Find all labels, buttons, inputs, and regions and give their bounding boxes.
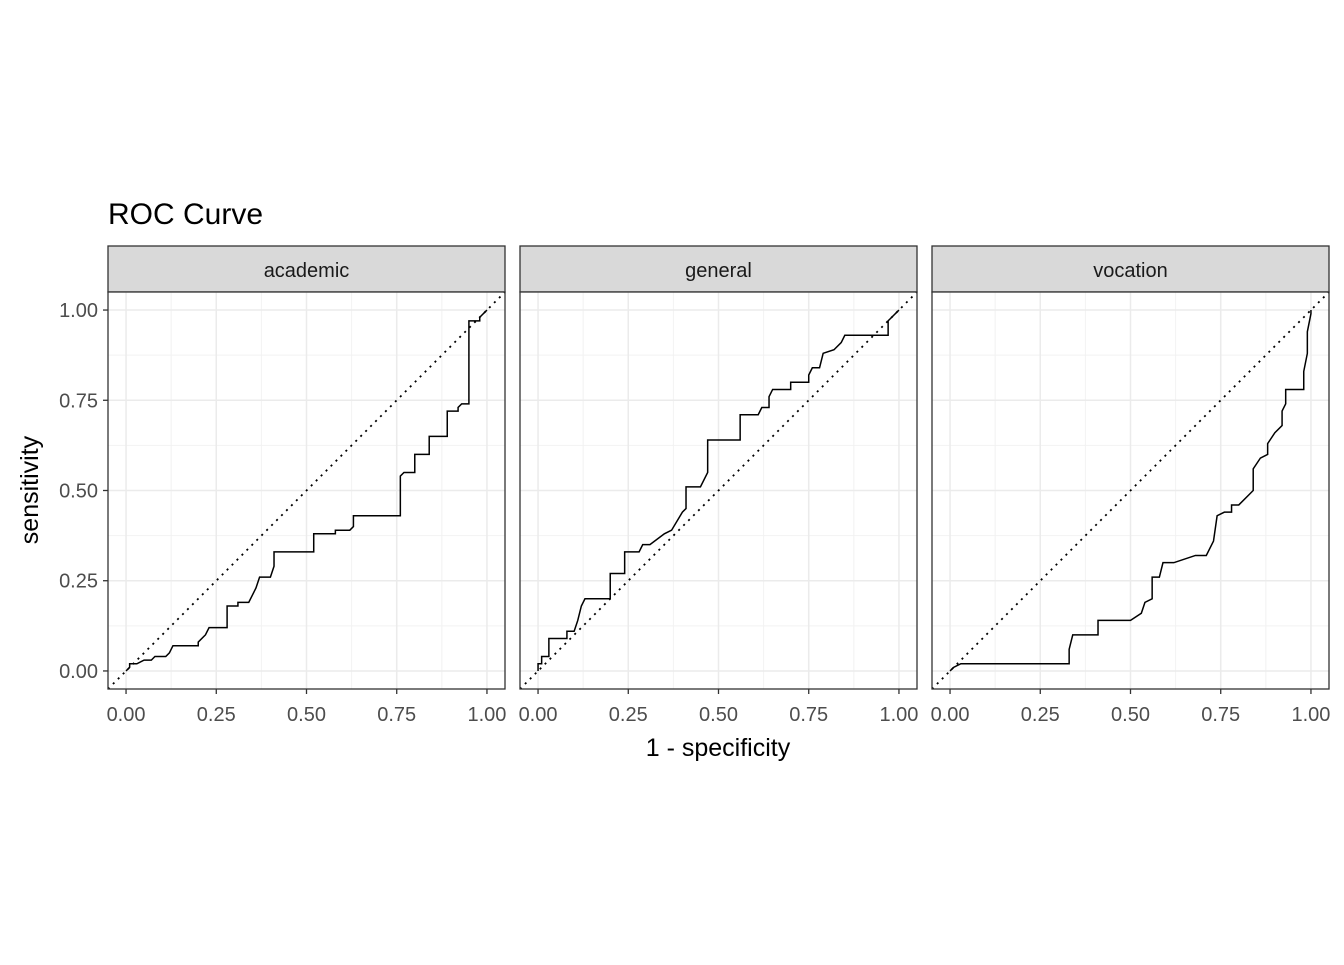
- x-tick-label: 1.00: [1291, 704, 1330, 726]
- roc-curve-vocation: [949, 310, 1312, 672]
- y-tick-label: 0.50: [59, 481, 98, 503]
- x-tick-label: 0.50: [699, 704, 738, 726]
- reference-diagonal-line: [520, 292, 917, 689]
- x-tick-label: 0.25: [197, 704, 236, 726]
- x-tick-label: 0.75: [789, 704, 828, 726]
- facet-strip-label: general: [685, 260, 752, 282]
- facet-panel-general: general 0.00 0.25 0.50 0.75 1.00: [519, 245, 918, 726]
- y-tick-label: 0.00: [59, 661, 98, 683]
- x-tick-label: 0.00: [931, 704, 970, 726]
- y-tick-label: 1.00: [59, 300, 98, 322]
- y-axis-label: sensitivity: [16, 435, 44, 544]
- x-tick-label: 0.50: [1111, 704, 1150, 726]
- x-tick-label: 0.75: [377, 704, 416, 726]
- facet-panel-academic: academic 0.00 0.25 0.50 0.75 1.00 0.00 0.25 0.50…: [59, 245, 506, 726]
- x-tick-label: 1.00: [879, 704, 918, 726]
- facet-strip: [931, 245, 1330, 293]
- facet-strip-label: vocation: [1093, 260, 1168, 282]
- y-tick-label: 0.75: [59, 390, 98, 412]
- roc-curve-general: [537, 309, 900, 671]
- reference-diagonal-line: [108, 292, 505, 689]
- y-tick-label: 0.25: [59, 571, 98, 593]
- x-tick-label: 0.50: [287, 704, 326, 726]
- x-tick-label: 0.00: [519, 704, 558, 726]
- facet-panels: academic 0.00 0.25 0.50 0.75 1.00 0.00 0.25 0.50…: [59, 245, 1330, 726]
- roc-curve-academic: [125, 309, 488, 672]
- x-tick-label: 0.25: [609, 704, 648, 726]
- facet-strip: [107, 245, 506, 293]
- x-tick-label: 0.25: [1021, 704, 1060, 726]
- reference-diagonal-line: [932, 292, 1329, 689]
- facet-strip: [519, 245, 918, 293]
- facet-panel-vocation: vocation 0.00 0.25 0.50 0.75 1.00: [931, 245, 1330, 726]
- x-axis-label: 1 - specificity: [646, 734, 791, 762]
- x-tick-label: 1.00: [467, 704, 506, 726]
- facet-strip-label: academic: [264, 260, 350, 282]
- x-tick-label: 0.00: [107, 704, 146, 726]
- chart-title: ROC Curve: [108, 198, 263, 231]
- x-tick-label: 0.75: [1201, 704, 1240, 726]
